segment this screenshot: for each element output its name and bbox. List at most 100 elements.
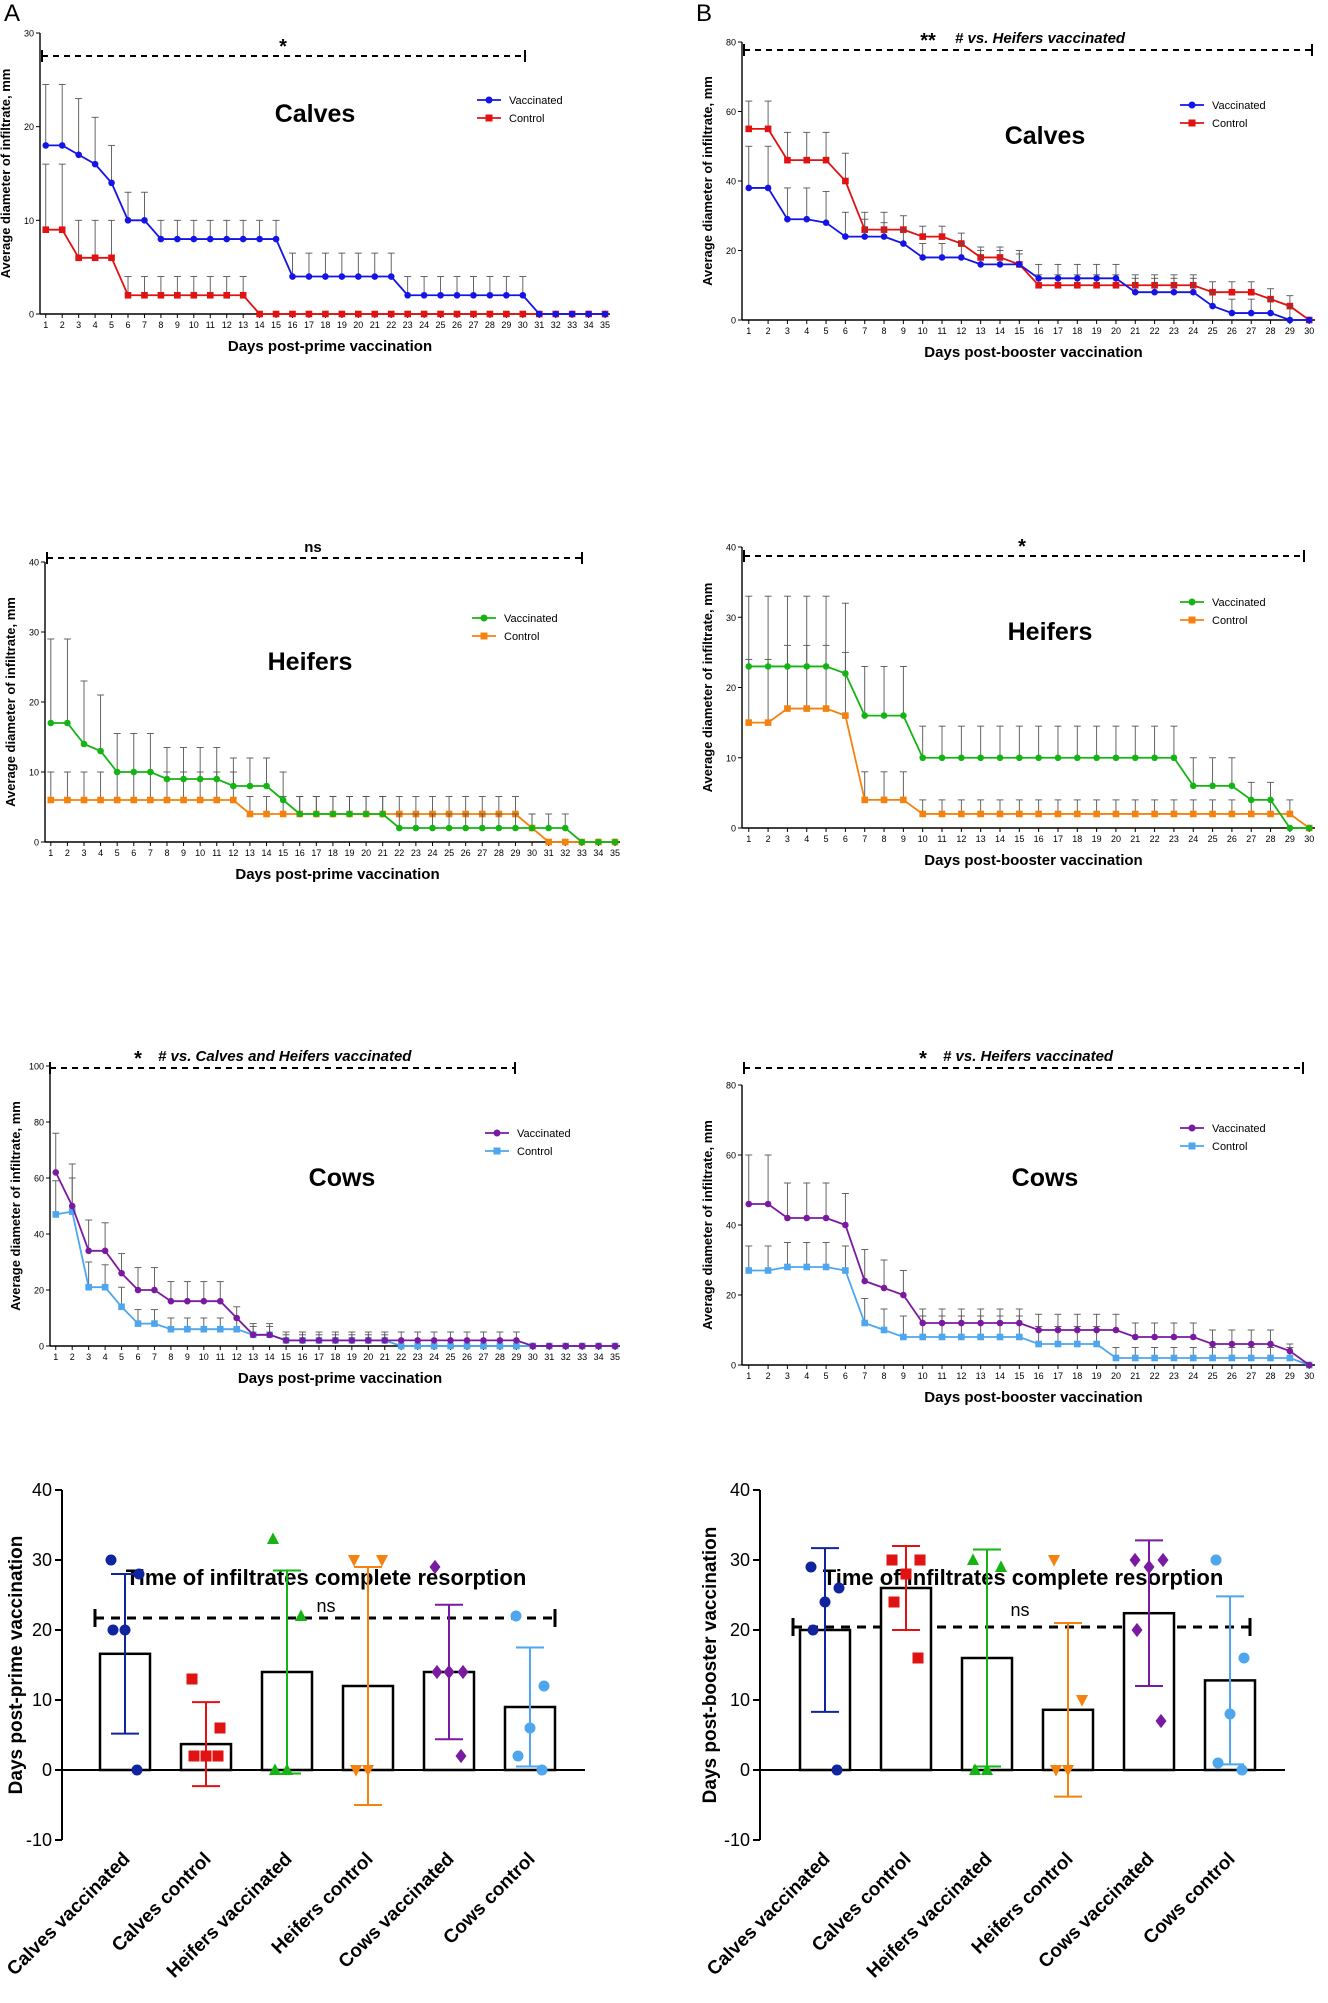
data-point <box>279 796 287 804</box>
y-tick-label: 10 <box>730 1690 750 1710</box>
y-tick-label: 100 <box>29 1062 44 1072</box>
data-point <box>1093 810 1100 818</box>
y-axis-label: Average diameter of infiltrate, mm <box>700 583 715 793</box>
series-vaccinated <box>52 1132 619 1350</box>
data-point <box>124 291 132 299</box>
data-point <box>91 160 99 168</box>
chart-title: Cows <box>1012 1164 1079 1192</box>
x-tick-label: 16 <box>288 320 298 330</box>
legend-label: Vaccinated <box>517 1128 571 1140</box>
x-tick-label: 33 <box>577 1352 587 1362</box>
data-point <box>803 156 811 164</box>
data-point <box>338 310 346 318</box>
significance-stars: * <box>279 36 287 58</box>
data-point <box>561 824 569 832</box>
x-tick-label: 2 <box>65 848 70 858</box>
data-point <box>206 291 214 299</box>
x-tick-label: 18 <box>1072 1371 1082 1381</box>
category-label: Calves vaccinated <box>3 1849 134 1980</box>
data-point <box>397 1337 405 1344</box>
data-point <box>764 184 772 192</box>
data-point <box>1209 810 1216 818</box>
x-tick-label: 6 <box>136 1352 141 1362</box>
x-tick-label: 3 <box>76 320 81 330</box>
data-point <box>1267 810 1274 818</box>
x-tick-label: 21 <box>1130 326 1140 336</box>
y-tick-label: 10 <box>24 216 34 226</box>
data-point <box>113 796 121 804</box>
x-tick-label: 20 <box>363 1352 373 1362</box>
data-point <box>299 1337 306 1344</box>
data-point <box>611 1342 619 1350</box>
x-tick-label: 27 <box>1246 326 1256 336</box>
y-tick-label: 20 <box>726 683 736 693</box>
significance-note: # vs. Calves and Heifers vaccinated <box>158 1048 412 1065</box>
data-point <box>562 1342 570 1350</box>
x-tick-label: 30 <box>1304 834 1314 844</box>
data-point <box>938 254 946 261</box>
data-point <box>842 1267 849 1274</box>
data-point <box>1286 1354 1294 1362</box>
data-point <box>1054 275 1062 282</box>
x-tick-label: 16 <box>295 848 305 858</box>
data-point <box>805 1561 817 1573</box>
x-axis-label: Days post-prime vaccination <box>235 866 439 883</box>
data-point <box>561 838 569 846</box>
data-point <box>133 1568 145 1580</box>
data-point <box>1151 810 1158 818</box>
data-point <box>200 1750 212 1762</box>
data-point <box>900 712 907 719</box>
data-point <box>994 1560 1008 1572</box>
data-point <box>1209 1354 1216 1362</box>
x-tick-label: 5 <box>824 834 829 844</box>
data-point <box>437 291 444 299</box>
data-point <box>958 254 965 261</box>
series-control <box>745 644 1313 832</box>
x-tick-label: 8 <box>164 848 169 858</box>
bar-chart-a: Time of infiltrates complete resorption -… <box>3 1480 585 1982</box>
data-point <box>130 796 138 804</box>
x-tick-label: 24 <box>1188 326 1198 336</box>
data-point <box>387 310 395 318</box>
x-tick-label: 7 <box>862 834 867 844</box>
data-point <box>764 1267 772 1274</box>
x-tick-label: 5 <box>824 1371 829 1381</box>
significance-note: # vs. Heifers vaccinated <box>955 30 1126 47</box>
data-point <box>966 1553 980 1565</box>
x-tick-label: 3 <box>785 834 790 844</box>
x-tick-label: 19 <box>1092 1371 1102 1381</box>
data-point <box>1047 1555 1061 1567</box>
data-point <box>977 1333 984 1341</box>
series-vaccinated <box>47 638 619 846</box>
data-point <box>900 240 907 247</box>
data-point <box>822 1214 830 1222</box>
series-line <box>748 1266 1310 1366</box>
x-tick-label: 6 <box>131 848 136 858</box>
data-point <box>455 1748 467 1764</box>
x-tick-label: 8 <box>168 1352 173 1362</box>
x-tick-label: 13 <box>976 834 986 844</box>
data-point <box>151 1286 158 1294</box>
data-point <box>68 1208 76 1215</box>
data-point <box>1267 796 1274 804</box>
data-point <box>1189 810 1197 818</box>
data-point <box>223 235 231 243</box>
data-point <box>803 215 811 223</box>
data-point <box>1073 275 1081 282</box>
data-point <box>919 1319 926 1327</box>
data-point <box>216 1325 224 1333</box>
x-tick-label: 1 <box>746 326 751 336</box>
legend-marker <box>480 632 488 640</box>
data-point <box>1016 754 1023 762</box>
data-point <box>157 291 165 299</box>
x-tick-label: 7 <box>152 1352 157 1362</box>
x-tick-label: 11 <box>937 834 946 844</box>
x-tick-label: 30 <box>518 320 528 330</box>
data-point <box>131 1764 143 1776</box>
x-tick-label: 31 <box>544 848 554 858</box>
x-tick-label: 29 <box>1285 326 1295 336</box>
data-point <box>163 775 171 783</box>
data-point <box>223 291 231 299</box>
data-point <box>880 796 888 804</box>
data-point <box>130 768 138 776</box>
